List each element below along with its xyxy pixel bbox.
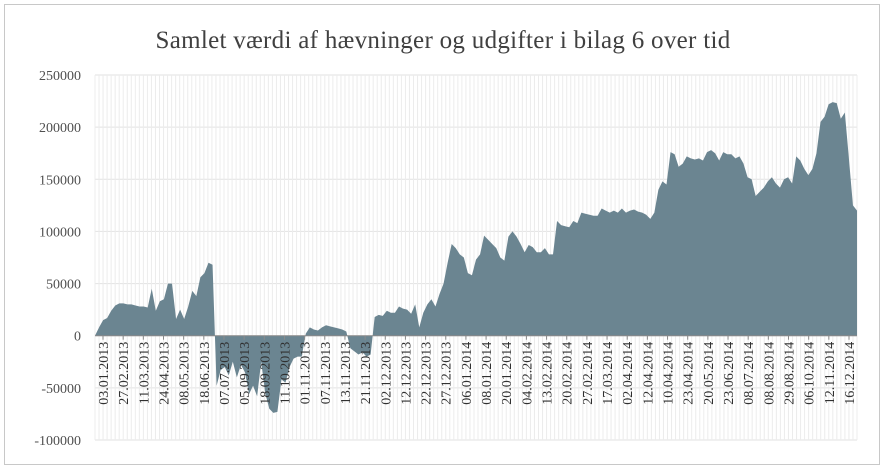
x-tick-label: 16.12.2014 [843, 342, 858, 405]
x-tick-label: 08.07.2014 [742, 342, 757, 405]
x-tick-label: 27.02.2014 [581, 342, 596, 405]
y-tick-label: -100000 [34, 434, 81, 449]
x-tick-label: 27.02.2013 [117, 342, 132, 405]
y-tick-labels: 250000 200000 150000 100000 50000 0 -50000 -100… [34, 69, 81, 449]
x-tick-label: 11.03.2013 [137, 342, 152, 404]
x-tick-label: 27.12.2013 [440, 342, 455, 405]
area-chart: 250000 200000 150000 100000 50000 0 -50000 -100… [34, 69, 858, 449]
x-tick-label: 29.08.2014 [783, 342, 798, 405]
x-tick-labels: 03.01.2013 27.02.2013 11.03.2013 24.04.2013… [97, 342, 858, 405]
y-tick-label: 200000 [39, 121, 81, 136]
y-tick-label: 100000 [39, 225, 81, 240]
x-tick-label: 23.04.2014 [682, 342, 697, 405]
x-tick-label: 02.04.2014 [621, 342, 636, 405]
y-tick-label: 0 [74, 330, 81, 345]
x-tick-label: 20.01.2014 [500, 342, 515, 405]
y-tick-label: -50000 [41, 382, 81, 397]
x-tick-label: 07.11.2013 [319, 342, 334, 404]
x-tick-label: 13.02.2014 [541, 342, 556, 405]
x-tick-label: 20.05.2014 [702, 342, 717, 405]
y-tick-label: 150000 [39, 173, 81, 188]
chart-frame: Samlet værdi af hævninger og udgifter i … [4, 4, 880, 465]
x-tick-label: 06.10.2014 [803, 342, 818, 405]
x-tick-label: 18.06.2013 [198, 342, 213, 405]
x-tick-label: 12.11.2014 [823, 342, 838, 404]
x-tick-label: 03.01.2013 [97, 342, 112, 405]
x-tick-label: 21.11.2013 [359, 342, 374, 404]
x-tick-label: 01.11.2013 [299, 342, 314, 404]
x-tick-label: 22.12.2013 [420, 342, 435, 405]
x-tick-label: 13.11.2013 [339, 342, 354, 404]
x-tick-label: 06.01.2014 [460, 342, 475, 405]
x-tick-label: 10.04.2014 [662, 342, 677, 405]
x-tick-label: 08.05.2013 [178, 342, 193, 405]
x-tick-label: 24.04.2013 [157, 342, 172, 405]
x-tick-label: 11.10.2013 [278, 342, 293, 404]
x-tick-label: 05.09.2013 [238, 342, 253, 405]
x-tick-label: 08.01.2014 [480, 342, 495, 405]
x-tick-label: 08.08.2014 [762, 342, 777, 405]
x-tick-label: 12.04.2014 [641, 342, 656, 405]
x-tick-label: 07.07.2013 [218, 342, 233, 405]
y-tick-label: 250000 [39, 69, 81, 84]
x-tick-label: 12.12.2013 [399, 342, 414, 405]
chart-title: Samlet værdi af hævninger og udgifter i … [155, 27, 731, 54]
x-tick-label: 20.02.2014 [561, 342, 576, 405]
x-tick-label: 04.02.2014 [520, 342, 535, 405]
axis-layer [95, 335, 857, 340]
x-tick-label: 18.09.2013 [258, 342, 273, 405]
x-tick-label: 23.06.2014 [722, 342, 737, 405]
x-tick-label: 02.12.2013 [379, 342, 394, 405]
x-tick-label: 17.03.2014 [601, 342, 616, 405]
series-area [95, 102, 857, 413]
area-layer [95, 102, 857, 413]
y-tick-label: 50000 [46, 278, 81, 293]
